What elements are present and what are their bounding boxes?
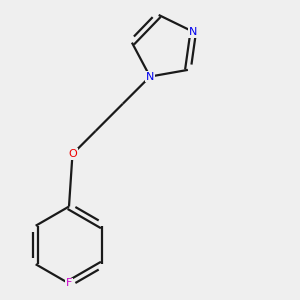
- Text: N: N: [189, 27, 197, 37]
- Text: O: O: [68, 149, 77, 159]
- Text: N: N: [146, 72, 154, 82]
- Text: F: F: [66, 278, 72, 289]
